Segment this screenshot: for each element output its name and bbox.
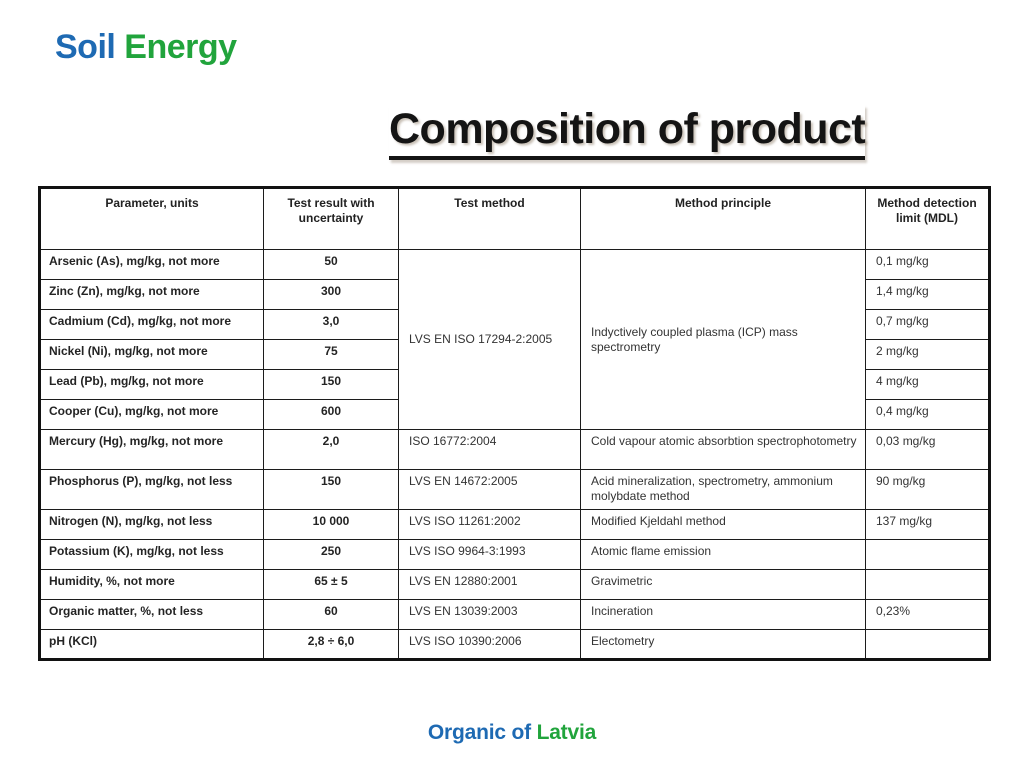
cell-parameter: Humidity, %, not more [39,569,264,600]
table-row: Organic matter, %, not less 60 LVS EN 1303… [39,599,990,630]
logo-soil-energy: Soil Energy [55,28,237,67]
cell-test-method: LVS EN 14672:2005 [398,469,581,510]
cell-test-method-merged: LVS EN ISO 17294-2:2005 [398,249,581,430]
cell-method-principle: Gravimetric [580,569,866,600]
cell-mdl: 90 mg/kg [865,469,990,510]
cell-parameter: Nitrogen (N), mg/kg, not less [39,509,264,540]
table-row: Humidity, %, not more 65 ± 5 LVS EN 12880:… [39,569,990,600]
table-row: Arsenic (As), mg/kg, not more 50 LVS EN IS… [39,249,990,430]
composition-table: Parameter, units Test result with uncerta… [38,186,991,661]
cell-parameter: Arsenic (As), mg/kg, not more [39,249,264,280]
cell-parameter: Organic matter, %, not less [39,599,264,630]
cell-result: 60 [263,599,399,630]
cell-mdl: 1,4 mg/kg [865,279,990,310]
cell-result: 2,8 ÷ 6,0 [263,629,399,660]
cell-parameter: Cadmium (Cd), mg/kg, not more [39,309,264,340]
footer-latvia-text: Latvia [536,721,597,744]
table-row: Potassium (K), mg/kg, not less 250 LVS ISO… [39,539,990,570]
table-row: Cooper (Cu), mg/kg, not more 600 0,4 mg/kg [39,399,990,430]
slide-title: Composition of product [389,105,866,160]
cell-test-method: LVS ISO 10390:2006 [398,629,581,660]
cell-mdl: 0,1 mg/kg [865,249,990,280]
cell-mdl: 0,7 mg/kg [865,309,990,340]
cell-result: 150 [263,469,399,510]
table-row: Cadmium (Cd), mg/kg, not more 3,0 0,7 mg/k… [39,309,990,340]
table-row: Nickel (Ni), mg/kg, not more 75 2 mg/kg [39,339,990,370]
column-header-2: Test result with uncertainty [263,187,399,250]
table-row: Phosphorus (P), mg/kg, not less 150 LVS EN… [39,469,990,510]
cell-result: 300 [263,279,399,310]
cell-result: 150 [263,369,399,400]
logo-energy-text: Energy [124,28,237,66]
cell-method-principle: Cold vapour atomic absorbtion spectropho… [580,429,866,470]
cell-result: 75 [263,339,399,370]
cell-method-principle: Atomic flame emission [580,539,866,570]
cell-result: 50 [263,249,399,280]
cell-mdl: 4 mg/kg [865,369,990,400]
cell-mdl: 0,23% [865,599,990,630]
cell-result: 65 ± 5 [263,569,399,600]
cell-mdl: 2 mg/kg [865,339,990,370]
column-header-1: Parameter, units [39,187,264,250]
cell-method-principle: Incineration [580,599,866,630]
logo-soil-text: Soil [55,28,116,66]
cell-method-principle: Electometry [580,629,866,660]
cell-parameter: Cooper (Cu), mg/kg, not more [39,399,264,430]
cell-parameter: Zinc (Zn), mg/kg, not more [39,279,264,310]
cell-test-method: LVS EN 13039:2003 [398,599,581,630]
cell-test-method: LVS ISO 9964-3:1993 [398,539,581,570]
slide-title-wrap: Composition of product [389,105,866,160]
cell-parameter: Potassium (K), mg/kg, not less [39,539,264,570]
cell-method-principle-merged: Indyctively coupled plasma (ICP) mass sp… [580,249,866,430]
footer-organic-of-text: Organic of [427,721,531,744]
column-header-4: Method principle [580,187,866,250]
cell-method-principle: Modified Kjeldahl method [580,509,866,540]
footer-organic-of-latvia: Organic of Latvia [0,721,1024,745]
table-row: pH (KCl) 2,8 ÷ 6,0 LVS ISO 10390:2006 Elect… [39,629,990,660]
cell-test-method: ISO 16772:2004 [398,429,581,470]
cell-mdl: 0,4 mg/kg [865,399,990,430]
cell-result: 600 [263,399,399,430]
cell-test-method: LVS ISO 11261:2002 [398,509,581,540]
cell-method-principle: Acid mineralization, spectrometry, ammon… [580,469,866,510]
cell-mdl: 137 mg/kg [865,509,990,540]
table-header-row: Parameter, units Test result with uncerta… [39,187,990,250]
cell-mdl [865,569,990,600]
cell-result: 3,0 [263,309,399,340]
cell-test-method: LVS EN 12880:2001 [398,569,581,600]
cell-result: 2,0 [263,429,399,470]
cell-mdl [865,539,990,570]
cell-parameter: pH (KCl) [39,629,264,660]
column-header-3: Test method [398,187,581,250]
cell-parameter: Nickel (Ni), mg/kg, not more [39,339,264,370]
column-header-5: Method detection limit (MDL) [865,187,990,250]
cell-result: 250 [263,539,399,570]
table-row: Lead (Pb), mg/kg, not more 150 4 mg/kg [39,369,990,400]
cell-parameter: Phosphorus (P), mg/kg, not less [39,469,264,510]
cell-mdl: 0,03 mg/kg [865,429,990,470]
table-row: Zinc (Zn), mg/kg, not more 300 1,4 mg/kg [39,279,990,310]
cell-mdl [865,629,990,660]
cell-parameter: Lead (Pb), mg/kg, not more [39,369,264,400]
cell-parameter: Mercury (Hg), mg/kg, not more [39,429,264,470]
cell-result: 10 000 [263,509,399,540]
table-row: Mercury (Hg), mg/kg, not more 2,0 ISO 1677… [39,429,990,470]
table-row: Nitrogen (N), mg/kg, not less 10 000 LVS I… [39,509,990,540]
